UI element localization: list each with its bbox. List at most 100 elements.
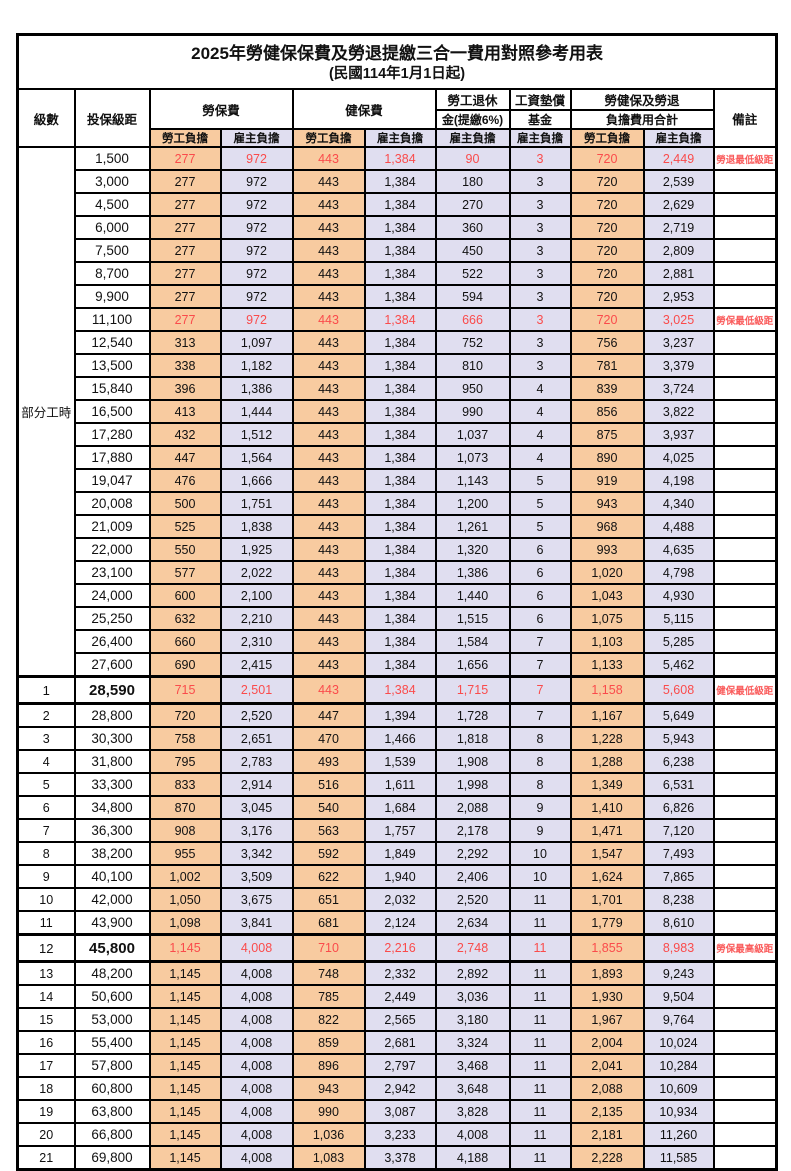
cell-pension-employer: 1,320: [434, 537, 511, 562]
table-row: 13,500 338 1,182 443 1,384 810 3 781 3,379: [18, 353, 778, 378]
cell-remark: [712, 864, 778, 889]
subheader-wage-fund-employer: 雇主負擔: [508, 128, 572, 148]
cell-labor-ins-employer: 1,751: [219, 491, 294, 516]
cell-total-employer: 10,284: [642, 1053, 715, 1078]
cell-labor-ins-employee: 413: [148, 399, 222, 424]
cell-labor-ins-employee: 277: [148, 284, 222, 309]
cell-labor-ins-employer: 3,841: [219, 910, 294, 936]
cell-total-employer: 10,609: [642, 1076, 715, 1101]
cell-health-ins-employer: 1,384: [363, 514, 437, 539]
cell-remark: [712, 841, 778, 866]
cell-wage-fund-employer: 3: [508, 284, 572, 309]
cell-pension-employer: 990: [434, 399, 511, 424]
cell-remark: [712, 1076, 778, 1101]
cell-health-ins-employer: 1,384: [363, 238, 437, 263]
cell-total-employee: 1,471: [569, 818, 645, 843]
cell-health-ins-employee: 443: [291, 146, 366, 171]
cell-salary-bracket: 17,280: [73, 422, 151, 447]
cell-health-ins-employee: 443: [291, 169, 366, 194]
cell-labor-ins-employer: 3,342: [219, 841, 294, 866]
cell-total-employer: 7,865: [642, 864, 715, 889]
cell-labor-ins-employee: 476: [148, 468, 222, 493]
table-row: 25,250 632 2,210 443 1,384 1,515 6 1,075 5,115: [18, 606, 778, 631]
cell-salary-bracket: 26,400: [73, 629, 151, 654]
cell-pension-employer: 2,178: [434, 818, 511, 843]
cell-wage-fund-employer: 4: [508, 422, 572, 447]
table-row: 15,840 396 1,386 443 1,384 950 4 839 3,724: [18, 376, 778, 401]
table-row: 26,400 660 2,310 443 1,384 1,584 7 1,103 5,285: [18, 629, 778, 654]
col-header-wage-fund-line2: 基金: [508, 109, 572, 130]
cell-remark: [712, 422, 778, 447]
cell-total-employer: 10,024: [642, 1030, 715, 1055]
cell-labor-ins-employer: 2,651: [219, 726, 294, 751]
cell-remark: [712, 192, 778, 217]
cell-health-ins-employee: 748: [291, 960, 366, 986]
cell-total-employer: 9,243: [642, 960, 715, 986]
cell-health-ins-employer: 1,394: [363, 702, 437, 728]
cell-remark: [712, 330, 778, 355]
cell-level: 21: [16, 1145, 76, 1171]
cell-remark: 勞保最高級距: [712, 933, 778, 963]
cell-level: 12: [16, 933, 76, 963]
page: 2025年勞健保保費及勞退提繳三合一費用對照參考用表 (民國114年1月1日起)…: [16, 33, 779, 1171]
cell-total-employee: 856: [569, 399, 645, 424]
cell-wage-fund-employer: 4: [508, 445, 572, 470]
cell-health-ins-employee: 563: [291, 818, 366, 843]
col-header-total-line2: 負擔費用合計: [569, 109, 715, 130]
cell-total-employer: 2,953: [642, 284, 715, 309]
cell-health-ins-employer: 2,332: [363, 960, 437, 986]
cell-pension-employer: 2,892: [434, 960, 511, 986]
cell-labor-ins-employee: 1,145: [148, 933, 222, 963]
cell-health-ins-employee: 443: [291, 215, 366, 240]
cell-total-employer: 3,237: [642, 330, 715, 355]
cell-wage-fund-employer: 11: [508, 1030, 572, 1055]
subheader-total-employer: 雇主負擔: [642, 128, 715, 148]
cell-total-employee: 720: [569, 261, 645, 286]
cell-remark: [712, 726, 778, 751]
cell-labor-ins-employee: 277: [148, 169, 222, 194]
cell-health-ins-employee: 1,083: [291, 1145, 366, 1171]
cell-salary-bracket: 38,200: [73, 841, 151, 866]
cell-health-ins-employer: 1,684: [363, 795, 437, 820]
cell-health-ins-employee: 443: [291, 445, 366, 470]
cell-wage-fund-employer: 11: [508, 984, 572, 1009]
cell-labor-ins-employer: 4,008: [219, 1145, 294, 1171]
cell-total-employee: 1,043: [569, 583, 645, 608]
cell-salary-bracket: 3,000: [73, 169, 151, 194]
cell-health-ins-employee: 785: [291, 984, 366, 1009]
cell-pension-employer: 1,818: [434, 726, 511, 751]
cell-pension-employer: 1,998: [434, 772, 511, 797]
cell-remark: [712, 1122, 778, 1147]
cell-health-ins-employee: 443: [291, 238, 366, 263]
table-row: 21,009 525 1,838 443 1,384 1,261 5 968 4,488: [18, 514, 778, 539]
cell-total-employer: 5,608: [642, 675, 715, 705]
cell-labor-ins-employer: 1,097: [219, 330, 294, 355]
cell-total-employer: 2,881: [642, 261, 715, 286]
cell-labor-ins-employee: 396: [148, 376, 222, 401]
cell-total-employer: 8,610: [642, 910, 715, 936]
cell-health-ins-employer: 1,384: [363, 445, 437, 470]
cell-remark: [712, 376, 778, 401]
cell-pension-employer: 90: [434, 146, 511, 171]
table-row: 20 66,800 1,145 4,008 1,036 3,233 4,008 11 2,181…: [16, 1122, 778, 1147]
cell-labor-ins-employer: 4,008: [219, 984, 294, 1009]
cell-labor-ins-employer: 972: [219, 284, 294, 309]
cell-remark: [712, 491, 778, 516]
cell-salary-bracket: 7,500: [73, 238, 151, 263]
cell-labor-ins-employee: 795: [148, 749, 222, 774]
table-row: 11 43,900 1,098 3,841 681 2,124 2,634 11 1,779 8,…: [16, 910, 778, 936]
cell-remark: [712, 583, 778, 608]
table-row: 13 48,200 1,145 4,008 748 2,332 2,892 11 1,893 9,…: [16, 960, 778, 986]
cell-remark: [712, 514, 778, 539]
cell-wage-fund-employer: 11: [508, 1145, 572, 1171]
cell-total-employer: 4,198: [642, 468, 715, 493]
cell-total-employee: 720: [569, 307, 645, 332]
cell-total-employer: 4,025: [642, 445, 715, 470]
cell-total-employee: 1,020: [569, 560, 645, 585]
table-row: 4,500 277 972 443 1,384 270 3 720 2,629: [18, 192, 778, 217]
cell-wage-fund-employer: 8: [508, 726, 572, 751]
cell-remark: [712, 261, 778, 286]
cell-labor-ins-employee: 758: [148, 726, 222, 751]
cell-wage-fund-employer: 5: [508, 514, 572, 539]
cell-total-employer: 6,238: [642, 749, 715, 774]
